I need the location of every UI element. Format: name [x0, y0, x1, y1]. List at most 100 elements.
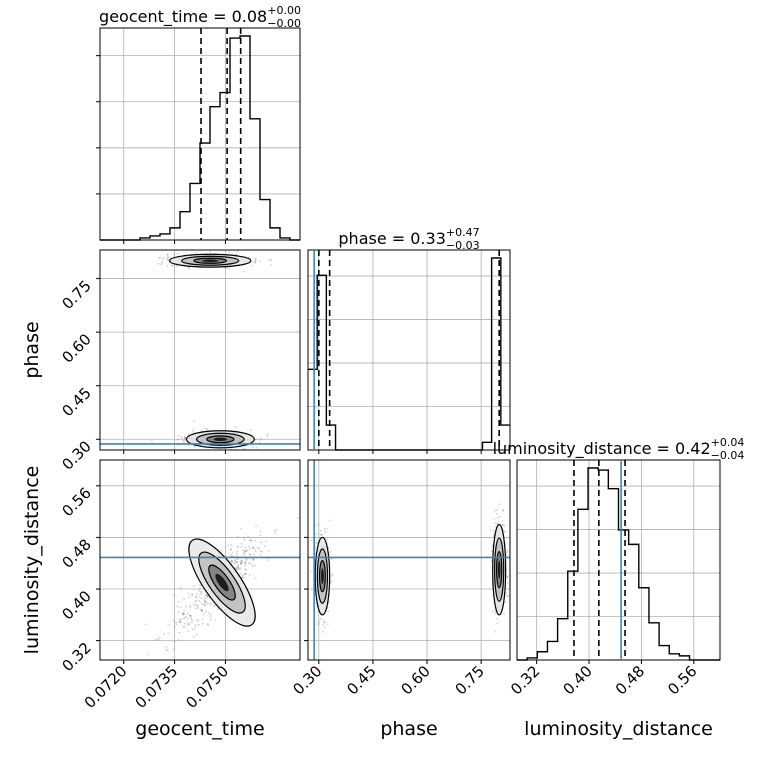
sample-point — [259, 437, 262, 440]
sample-point — [239, 572, 242, 575]
sample-point — [206, 594, 209, 597]
sample-point — [329, 519, 331, 522]
sample-point — [209, 251, 212, 253]
sample-point — [498, 503, 501, 506]
sample-point — [167, 256, 170, 259]
sample-point — [240, 562, 243, 564]
sample-point — [236, 545, 239, 548]
sample-point — [250, 429, 252, 432]
sample-point — [261, 550, 264, 553]
sample-point — [209, 602, 212, 604]
sample-point — [183, 610, 186, 612]
sample-point — [190, 618, 193, 621]
sample-point — [193, 445, 196, 448]
sample-point — [266, 435, 269, 438]
sample-point — [260, 541, 263, 544]
sample-point — [327, 610, 330, 613]
sample-point — [494, 612, 497, 615]
sample-point — [158, 636, 161, 639]
sample-point — [170, 264, 173, 267]
sample-point — [217, 608, 219, 610]
sample-point — [492, 529, 495, 532]
sample-point — [194, 625, 197, 628]
sample-point — [181, 612, 184, 614]
sample-point — [250, 539, 253, 541]
title-value: phase = 0.33 — [338, 229, 445, 248]
sample-point — [197, 604, 199, 607]
sample-point — [166, 649, 169, 652]
sample-point — [245, 569, 248, 571]
sample-point — [240, 563, 243, 566]
sample-point — [191, 594, 194, 597]
sample-point — [200, 608, 203, 611]
sample-point — [193, 420, 196, 423]
sample-point — [297, 517, 299, 520]
sample-point — [235, 426, 237, 428]
sample-point — [183, 436, 186, 439]
sample-point — [324, 529, 326, 532]
sample-point — [190, 621, 193, 624]
sample-point — [252, 547, 254, 549]
sample-point — [251, 546, 254, 549]
sample-point — [183, 617, 186, 619]
sample-point — [191, 430, 194, 433]
sample-point — [229, 559, 232, 562]
sample-point — [177, 600, 180, 603]
sample-point — [240, 545, 243, 548]
sample-point — [506, 549, 509, 552]
sample-point — [226, 267, 229, 269]
title-minus: −0.04 — [711, 449, 745, 462]
sample-point — [191, 628, 194, 631]
sample-point — [201, 591, 203, 593]
title-value: luminosity_distance = 0.42 — [493, 439, 711, 459]
sample-point — [249, 553, 252, 556]
sample-point — [236, 535, 239, 538]
sample-point — [166, 265, 169, 267]
sample-point — [183, 598, 185, 601]
sample-point — [193, 635, 195, 638]
sample-point — [230, 548, 233, 551]
panel-frame — [99, 27, 301, 241]
hist-panel-phase: phase = 0.33+0.47 −0.03 — [307, 226, 511, 454]
sample-point — [178, 631, 181, 634]
sample-point — [196, 633, 198, 636]
sample-point — [501, 523, 504, 526]
sample-point — [503, 524, 506, 527]
sample-point — [240, 560, 243, 563]
sample-point — [163, 632, 166, 635]
sample-point — [199, 591, 202, 593]
sample-point — [241, 549, 244, 551]
title-plus: +0.00 — [267, 4, 301, 17]
sample-point — [496, 622, 499, 625]
sample-point — [330, 580, 333, 583]
sample-point — [320, 617, 322, 620]
sample-point — [194, 604, 197, 607]
x-axis-label-geocent_time: geocent_time — [135, 718, 264, 740]
sample-point — [160, 263, 163, 266]
sample-point — [200, 597, 203, 600]
sample-point — [198, 599, 200, 602]
sample-point — [317, 610, 319, 613]
sample-point — [498, 515, 501, 518]
sample-point — [236, 564, 239, 567]
sample-point — [198, 624, 200, 626]
hist-title-geocent_time: geocent_time = 0.08+0.00 −0.00 — [99, 4, 301, 30]
sample-point — [165, 258, 168, 261]
sample-point — [206, 428, 209, 431]
sample-point — [187, 592, 190, 595]
sample-point — [316, 541, 319, 544]
sample-point — [236, 561, 239, 563]
sample-point — [165, 646, 168, 649]
sample-point — [494, 509, 497, 512]
sample-point — [192, 585, 195, 587]
x-tick-label: 0.0720 — [81, 662, 131, 712]
sample-point — [250, 264, 253, 267]
panel-frame — [99, 249, 301, 451]
sample-point — [489, 529, 492, 532]
sample-point — [331, 573, 334, 576]
sample-point — [323, 621, 326, 624]
sample-point — [315, 532, 318, 535]
sample-point — [206, 596, 209, 599]
sample-point — [240, 542, 243, 544]
sample-point — [161, 258, 164, 261]
